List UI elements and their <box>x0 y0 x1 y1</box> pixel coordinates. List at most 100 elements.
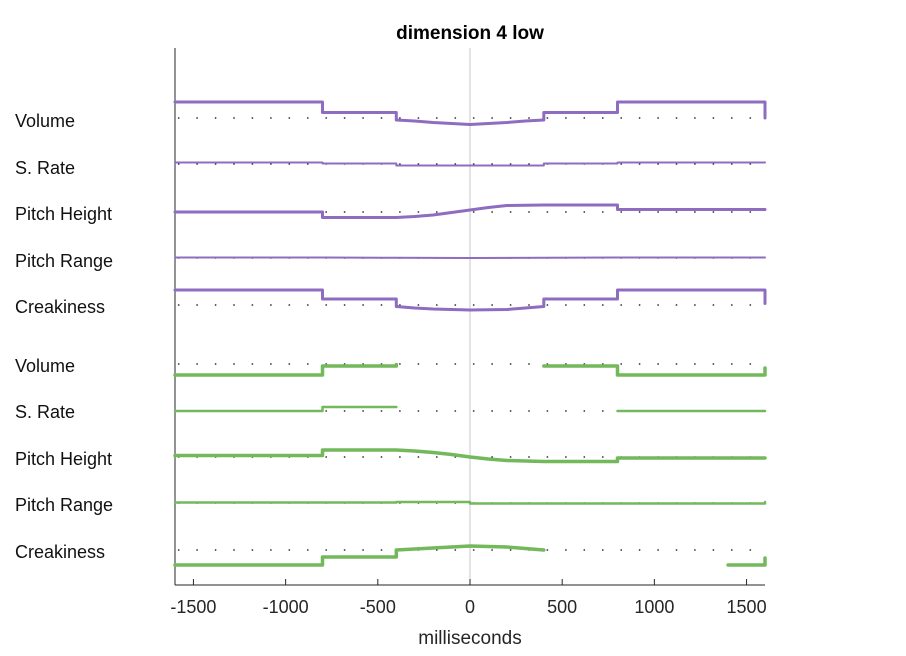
baseline-dot <box>435 410 438 412</box>
baseline-dot <box>509 117 512 119</box>
baseline-dot <box>454 117 457 119</box>
baseline-dot <box>435 363 438 365</box>
baseline-dot <box>435 163 438 165</box>
baseline-dot <box>380 211 383 213</box>
baseline-dot <box>270 117 272 119</box>
series-line-upper-creakiness <box>173 288 767 312</box>
baseline-dot <box>565 549 567 551</box>
baseline-dots <box>177 117 752 119</box>
baseline-dot <box>694 163 696 165</box>
baseline-dot <box>528 117 530 119</box>
series-line-lower-volume <box>542 364 767 377</box>
baseline-dot <box>509 163 512 165</box>
baseline-dot <box>270 304 272 306</box>
baseline-dot <box>454 549 457 551</box>
baseline-dot <box>638 549 641 551</box>
baseline-dot <box>638 211 641 213</box>
baseline-dot <box>177 117 180 119</box>
baseline-dot <box>399 363 401 365</box>
baseline-dot <box>325 304 328 306</box>
baseline-dot <box>417 456 420 458</box>
baseline-dot <box>583 211 586 213</box>
baseline-dot <box>325 211 328 213</box>
baseline-dot <box>251 163 254 165</box>
row-label: Volume <box>15 356 75 376</box>
baseline-dot <box>380 117 383 119</box>
baseline-dot <box>214 304 217 306</box>
baseline-dot <box>177 549 180 551</box>
row-label: Creakiness <box>15 297 105 317</box>
baseline-dot <box>546 456 549 458</box>
baseline-dot <box>509 304 512 306</box>
baseline-dot <box>343 117 346 119</box>
baseline-dot <box>657 363 659 365</box>
baseline-dot <box>399 117 401 119</box>
baseline-dot <box>601 117 604 119</box>
baseline-dot <box>399 410 401 412</box>
x-tick-label: 500 <box>547 597 577 617</box>
baseline-dots <box>177 549 752 551</box>
baseline-dot <box>362 549 364 551</box>
baseline-dot <box>638 304 641 306</box>
baseline-dot <box>509 363 512 365</box>
baseline-dot <box>620 163 623 165</box>
baseline-dot <box>325 117 328 119</box>
baseline-dot <box>675 117 678 119</box>
baseline-dot <box>620 117 623 119</box>
baseline-dot <box>472 211 475 213</box>
series-line-upper-pitch-height <box>173 203 767 219</box>
baseline-dot <box>546 211 549 213</box>
baseline-dot <box>454 304 457 306</box>
baseline-dot <box>730 163 733 165</box>
baseline-dot <box>343 410 346 412</box>
baseline-dot <box>270 163 272 165</box>
baseline-dot <box>196 549 199 551</box>
baseline-dot <box>730 211 733 213</box>
baseline-dot <box>435 304 438 306</box>
baseline-dot <box>694 304 696 306</box>
baseline-dot <box>472 549 475 551</box>
baseline-dot <box>675 363 678 365</box>
series-line-lower-volume <box>173 362 399 377</box>
baseline-dot <box>196 363 199 365</box>
baseline-dot <box>583 549 586 551</box>
baseline-dot <box>730 549 733 551</box>
baseline-dot <box>601 211 604 213</box>
baseline-dot <box>749 163 752 165</box>
series-line-lower-pitch-height <box>173 448 767 464</box>
baseline-dot <box>601 549 604 551</box>
baseline-dot <box>454 410 457 412</box>
baseline-dot <box>565 117 567 119</box>
baseline-dot <box>491 456 493 458</box>
row-label: Volume <box>15 111 75 131</box>
baseline-dot <box>362 117 364 119</box>
baseline-dot <box>399 211 401 213</box>
baseline-dot <box>417 211 420 213</box>
baseline-dot <box>362 304 364 306</box>
baseline-dot <box>214 363 217 365</box>
baseline-dot <box>288 163 291 165</box>
baseline-dot <box>233 363 235 365</box>
baseline-dot <box>399 456 401 458</box>
baseline-dot <box>565 304 567 306</box>
baseline-dot <box>657 117 659 119</box>
baseline-dot <box>675 304 678 306</box>
baseline-dot <box>712 304 715 306</box>
baseline-dot <box>694 549 696 551</box>
baseline-dot <box>712 363 715 365</box>
series-line-lower-creakiness <box>173 544 546 567</box>
baseline-dot <box>214 117 217 119</box>
baseline-dot <box>435 117 438 119</box>
baseline-dot <box>601 456 604 458</box>
baseline-dot <box>730 304 733 306</box>
baseline-dot <box>380 304 383 306</box>
baseline-dot <box>288 117 291 119</box>
x-tick-label: -1500 <box>170 597 216 617</box>
baseline-dot <box>638 163 641 165</box>
baseline-dot <box>251 549 254 551</box>
baseline-dot <box>657 211 659 213</box>
baseline-dot <box>565 410 567 412</box>
x-tick-label: -500 <box>360 597 396 617</box>
baseline-dot <box>362 410 364 412</box>
baseline-dot <box>233 549 235 551</box>
